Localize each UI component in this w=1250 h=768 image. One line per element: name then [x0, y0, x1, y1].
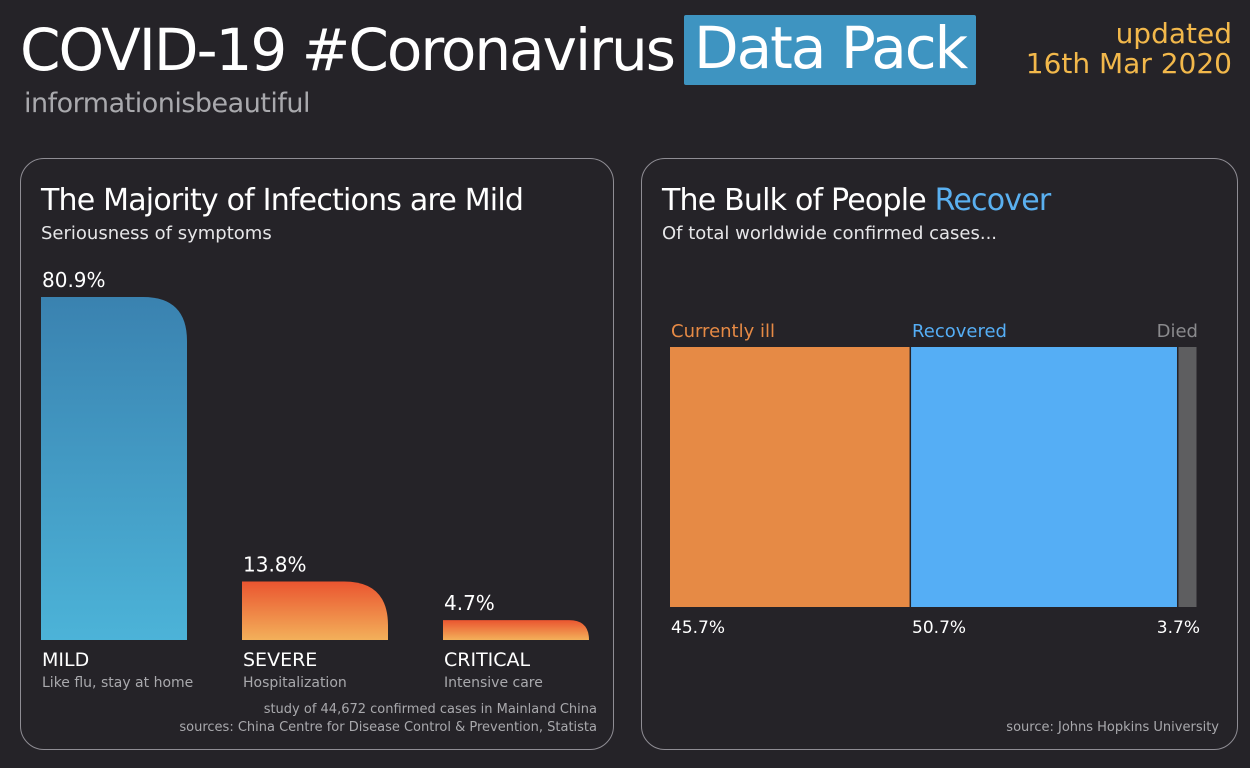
- bar-mild: [41, 297, 187, 640]
- segment-label: Died: [1157, 321, 1198, 342]
- category-description: Like flu, stay at home: [42, 675, 193, 691]
- category-label: SEVERE: [243, 649, 317, 671]
- header-title: COVID-19 #Coronavirus Data Pack: [20, 8, 977, 92]
- brand-name: informationisbeautiful: [24, 88, 311, 119]
- bar-critical: [443, 620, 589, 640]
- severity-panel-subtitle: Seriousness of symptoms: [41, 223, 272, 244]
- category-label: MILD: [42, 649, 89, 671]
- severity-panel: The Majority of Infections are Mild Seri…: [20, 158, 614, 750]
- outcome-title-highlight: Recover: [934, 183, 1052, 218]
- category-label: CRITICAL: [444, 649, 531, 671]
- segment-value-label: 45.7%: [671, 618, 725, 638]
- outcome-title-prefix: The Bulk of People: [662, 183, 935, 218]
- outcome-panel: The Bulk of People Recover Of total worl…: [641, 158, 1238, 750]
- severity-panel-title: The Majority of Infections are Mild: [41, 183, 524, 218]
- segment-label: Currently ill: [671, 321, 775, 342]
- segment-recovered: [911, 347, 1177, 607]
- outcome-panel-title: The Bulk of People Recover: [662, 183, 1052, 218]
- page-title-highlight: Data Pack: [683, 15, 977, 85]
- updated-date: 16th Mar 2020: [1025, 47, 1232, 80]
- category-description: Hospitalization: [243, 675, 347, 691]
- segment-value-label: 50.7%: [912, 618, 966, 638]
- outcome-footnote: source: Johns Hopkins University: [1006, 720, 1219, 735]
- category-description: Intensive care: [444, 675, 543, 691]
- severity-footnote-study: study of 44,672 confirmed cases in Mainl…: [263, 702, 597, 717]
- bar-severe: [242, 581, 388, 640]
- severity-footnote-sources: sources: China Centre for Disease Contro…: [179, 720, 597, 735]
- outcome-panel-subtitle: Of total worldwide confirmed cases...: [662, 223, 998, 244]
- segment-died: [1178, 347, 1197, 607]
- bar-value-label: 80.9%: [42, 268, 106, 292]
- segment-currently-ill: [670, 347, 910, 607]
- bar-value-label: 13.8%: [243, 552, 307, 576]
- segment-value-label: 3.7%: [1157, 618, 1200, 638]
- outcome-chart: Currently ill 45.7% Recovered 50.7% Died 3.7%: [670, 321, 1200, 638]
- bar-value-label: 4.7%: [444, 591, 495, 615]
- page-title: COVID-19 #Coronavirus: [20, 16, 676, 84]
- segment-label: Recovered: [912, 321, 1007, 342]
- updated-label: updated: [1115, 17, 1232, 50]
- updated-block: updated 16th Mar 2020: [1026, 20, 1232, 78]
- severity-chart: 80.9% MILD Like flu, stay at home 13.8% SEVE…: [41, 268, 589, 691]
